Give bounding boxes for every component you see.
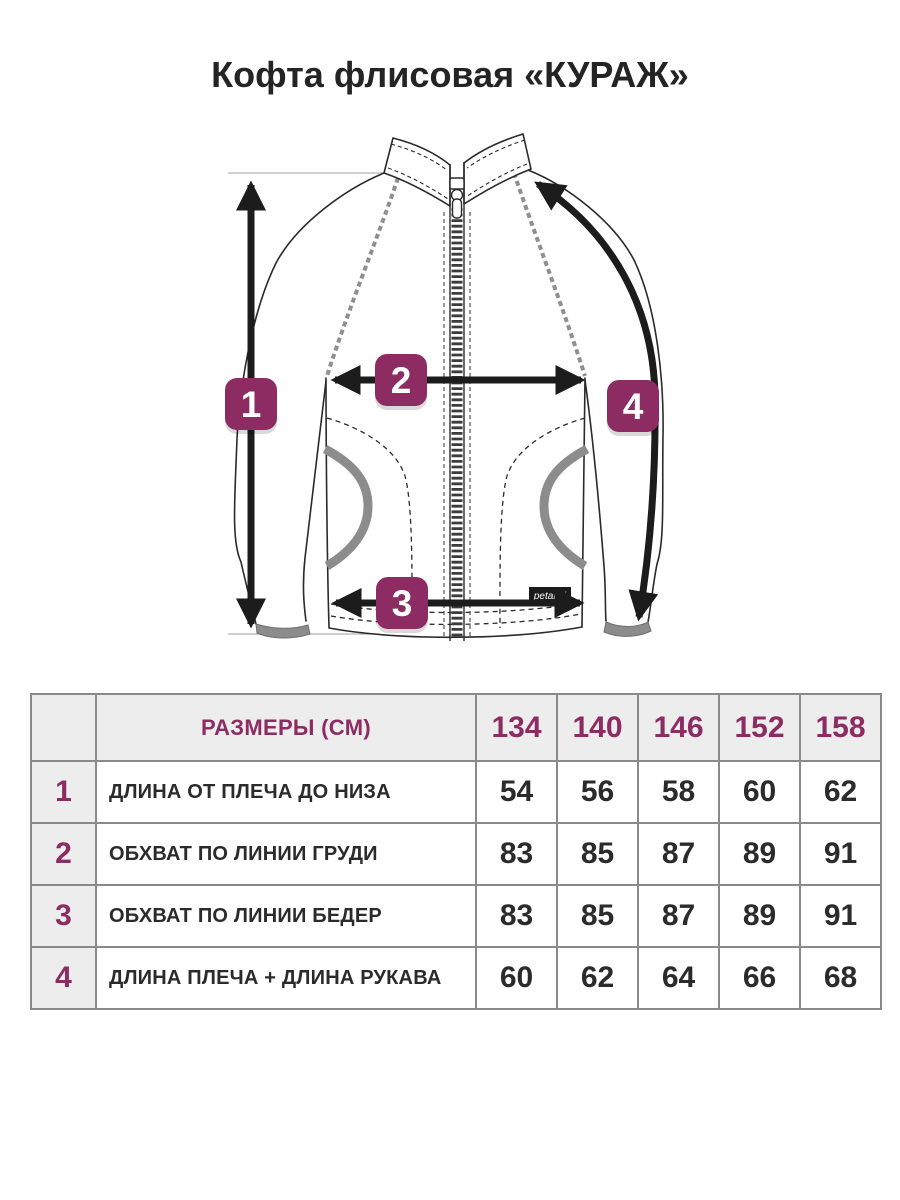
badge-2: 2: [375, 354, 427, 410]
measure-badges: 1 2 3 4: [225, 354, 659, 633]
raglan-seam-left: [325, 177, 400, 377]
badge-3: 3: [376, 577, 428, 633]
row-value: 66: [720, 948, 799, 1008]
row-value: 91: [801, 824, 880, 884]
row-value: 64: [639, 948, 718, 1008]
header-size-158: 158: [801, 695, 880, 760]
cuff-right: [603, 621, 652, 637]
header-size-140: 140: [558, 695, 637, 760]
row-number: 2: [32, 824, 95, 884]
row-value: 68: [801, 948, 880, 1008]
row-number: 4: [32, 948, 95, 1008]
raglan-seam-right: [512, 172, 587, 377]
pocket-arc-left: [322, 445, 373, 570]
row-value: 54: [477, 762, 556, 822]
svg-text:1: 1: [241, 384, 262, 425]
row-param-name: ДЛИНА ПЛЕЧА + ДЛИНА РУКАВА: [97, 948, 475, 1008]
row-value: 85: [558, 824, 637, 884]
row-value: 91: [801, 886, 880, 946]
cuff-left: [255, 623, 311, 639]
row-value: 56: [558, 762, 637, 822]
row-param-name: ДЛИНА ОТ ПЛЕЧА ДО НИЗА: [97, 762, 475, 822]
row-value: 87: [639, 886, 718, 946]
header-size-134: 134: [477, 695, 556, 760]
badge-4: 4: [607, 380, 659, 436]
cuffs: [255, 621, 652, 639]
row-value: 60: [477, 948, 556, 1008]
row-value: 89: [720, 824, 799, 884]
row-value: 58: [639, 762, 718, 822]
header-size-152: 152: [720, 695, 799, 760]
row-value: 89: [720, 886, 799, 946]
badge-1: 1: [225, 378, 277, 434]
header-corner-cell: [32, 695, 95, 760]
row-value: 83: [477, 824, 556, 884]
header-size-146: 146: [639, 695, 718, 760]
zipper-pull: [451, 198, 463, 219]
row-value: 87: [639, 824, 718, 884]
row-value: 62: [801, 762, 880, 822]
jacket-measurement-diagram: petanki 1 2 3 4: [225, 133, 664, 641]
header-sizes-label: РАЗМЕРЫ (СМ): [97, 695, 475, 760]
zipper: [443, 162, 471, 641]
collar-stitching: [387, 139, 528, 200]
row-number: 3: [32, 886, 95, 946]
zipper-slider: [449, 177, 465, 190]
size-table: РАЗМЕРЫ (СМ) 134 140 146 152 158 1 ДЛИНА…: [30, 693, 882, 1010]
row-param-name: ОБХВАТ ПО ЛИНИИ БЕДЕР: [97, 886, 475, 946]
page-title: Кофта флисовая «КУРАЖ»: [211, 54, 689, 95]
svg-text:2: 2: [391, 360, 412, 401]
svg-text:3: 3: [392, 583, 413, 624]
row-value: 83: [477, 886, 556, 946]
row-number: 1: [32, 762, 95, 822]
row-value: 85: [558, 886, 637, 946]
svg-text:4: 4: [623, 386, 644, 427]
row-value: 60: [720, 762, 799, 822]
pocket-arc-right: [539, 445, 590, 570]
row-param-name: ОБХВАТ ПО ЛИНИИ ГРУДИ: [97, 824, 475, 884]
row-value: 62: [558, 948, 637, 1008]
